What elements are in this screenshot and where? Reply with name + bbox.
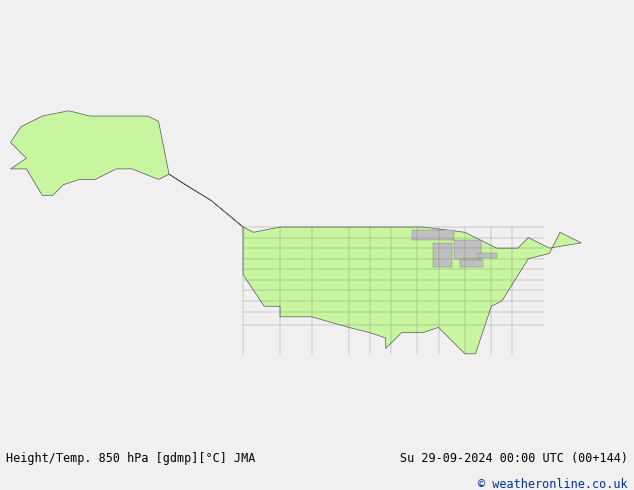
Polygon shape [455, 240, 481, 259]
Text: Su 29-09-2024 00:00 UTC (00+144): Su 29-09-2024 00:00 UTC (00+144) [399, 452, 628, 465]
Text: Height/Temp. 850 hPa [gdmp][°C] JMA: Height/Temp. 850 hPa [gdmp][°C] JMA [6, 452, 256, 465]
Polygon shape [433, 243, 452, 267]
Polygon shape [412, 230, 455, 240]
Polygon shape [478, 253, 496, 258]
Polygon shape [11, 111, 581, 354]
Text: © weatheronline.co.uk: © weatheronline.co.uk [478, 478, 628, 490]
Polygon shape [460, 260, 484, 267]
